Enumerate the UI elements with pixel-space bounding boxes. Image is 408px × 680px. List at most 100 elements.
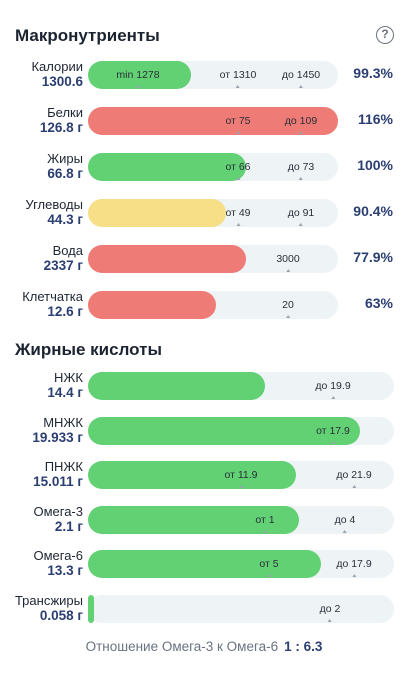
range-marker: до 4: [335, 506, 355, 534]
nutrient-name: Омега-3: [33, 503, 83, 519]
nutrient-row[interactable]: ПНЖК 15.011 г от 11.9 до 21.9: [0, 459, 408, 499]
range-marker: от 11.9: [225, 461, 258, 489]
nutrient-row[interactable]: Клетчатка 12.6 г 20 63%: [0, 289, 408, 329]
nutrient-row[interactable]: НЖК 14.4 г до 19.9: [0, 370, 408, 410]
nutrient-value: 44.3 г: [47, 212, 83, 227]
progress-track: до 2: [88, 594, 394, 623]
range-marker: до 21.9: [336, 461, 372, 489]
nutrient-name: МНЖК: [43, 414, 83, 430]
nutrient-name: Омега-6: [33, 548, 83, 563]
range-marker: до 17.9: [336, 550, 372, 578]
progress-track: от 66 до 73: [88, 153, 338, 181]
nutrient-row[interactable]: Углеводы 44.3 г от 49 до 91 90.4%: [0, 197, 408, 237]
nutrient-value: 19.933 г: [32, 429, 83, 445]
macros-title: Макронутриенты: [15, 26, 160, 45]
progress-fill: [88, 372, 265, 400]
range-marker: до 1450: [282, 61, 320, 89]
nutrient-row[interactable]: МНЖК 19.933 г от 17.9: [0, 415, 408, 455]
nutrient-label: Омега-3 2.1 г: [33, 504, 83, 535]
nutrient-label: Вода 2337 г: [44, 243, 83, 274]
nutrient-name: Углеводы: [25, 197, 83, 212]
percent-value: 90.4%: [353, 203, 393, 219]
range-marker: до 91: [288, 199, 314, 227]
range-marker: от 66: [225, 153, 251, 181]
nutrient-row[interactable]: Омега-6 13.3 г от 5 до 17.9: [0, 548, 408, 588]
range-marker: от 17.9: [316, 417, 350, 445]
progress-track: от 17.9: [88, 416, 394, 445]
nutrient-value: 13.3 г: [47, 563, 83, 578]
nutrient-value: 14.4 г: [47, 385, 83, 400]
range-marker: от 1: [255, 506, 275, 534]
range-marker: от 75: [225, 107, 251, 135]
nutrient-label: Клетчатка 12.6 г: [22, 289, 83, 320]
nutrient-name: Калории: [31, 59, 83, 74]
nutrient-name: Трансжиры: [14, 592, 83, 608]
nutrient-name: Жиры: [47, 151, 83, 166]
progress-track: min 1278 от 1310 до 1450: [88, 61, 338, 89]
progress-track: 3000: [88, 245, 338, 273]
progress-track: от 5 до 17.9: [88, 550, 394, 578]
nutrient-name: Клетчатка: [22, 289, 83, 304]
nutrient-name: ПНЖК: [44, 459, 83, 474]
nutrient-name: НЖК: [54, 370, 83, 385]
nutrient-row[interactable]: Жиры 66.8 г от 66 до 73 100%: [0, 151, 408, 191]
nutrient-label: Омега-6 13.3 г: [33, 548, 83, 579]
nutrient-label: Белки 126.8 г: [40, 105, 83, 136]
range-marker: до 109: [285, 107, 317, 135]
nutrient-name: Вода: [52, 243, 83, 258]
nutrient-label: ПНЖК 15.011 г: [33, 459, 83, 490]
range-marker: min 1278: [116, 61, 160, 89]
nutrient-value: 126.8 г: [39, 120, 83, 135]
omega-ratio: Отношение Омега-3 к Омега-6 1 : 6.3: [0, 639, 408, 654]
progress-fill: [88, 505, 299, 534]
percent-value: 116%: [357, 111, 393, 127]
nutrient-row[interactable]: Вода 2337 г 3000 77.9%: [0, 243, 408, 283]
progress-track: 20: [88, 291, 338, 319]
progress-track: от 49 до 91: [88, 199, 338, 227]
help-icon[interactable]: ?: [376, 26, 394, 44]
progress-fill: [88, 107, 338, 135]
progress-fill: [88, 199, 226, 227]
range-marker: до 73: [288, 153, 314, 181]
omega-ratio-value: 1 : 6.3: [284, 639, 323, 654]
progress-fill: [88, 245, 246, 273]
progress-fill: [88, 550, 321, 578]
percent-value: 100%: [357, 157, 393, 173]
nutrient-value: 2337 г: [43, 258, 83, 273]
nutrient-label: Калории 1300.6: [31, 59, 83, 90]
nutrient-label: МНЖК 19.933 г: [32, 415, 83, 446]
nutrient-row[interactable]: Калории 1300.6 min 1278 от 1310 до 1450 99.3%: [0, 59, 408, 99]
nutrient-row[interactable]: Белки 126.8 г от 75 до 109 116%: [0, 105, 408, 145]
nutrient-row[interactable]: Трансжиры 0.058 г до 2: [0, 593, 408, 633]
nutrient-value: 12.6 г: [47, 304, 83, 319]
progress-track: от 75 до 109: [88, 107, 338, 135]
nutrient-value: 0.058 г: [39, 607, 83, 623]
nutrient-label: Жиры 66.8 г: [47, 151, 83, 182]
range-marker: 20: [282, 291, 294, 319]
range-marker: до 19.9: [315, 372, 351, 400]
omega-ratio-label: Отношение Омега-3 к Омега-6: [85, 639, 279, 654]
nutrient-label: НЖК 14.4 г: [47, 370, 83, 401]
range-marker: 3000: [276, 245, 300, 273]
nutrient-value: 2.1 г: [54, 518, 83, 534]
percent-value: 99.3%: [353, 65, 393, 81]
fatty-acids-title: Жирные кислоты: [15, 340, 162, 359]
progress-fill: [88, 61, 191, 89]
progress-fill: [88, 153, 246, 181]
nutrient-value: 1300.6: [41, 74, 83, 89]
percent-value: 63%: [364, 295, 393, 311]
progress-fill: [88, 461, 296, 489]
range-marker: от 49: [225, 199, 251, 227]
progress-fill: [88, 594, 94, 623]
nutrient-row[interactable]: Омега-3 2.1 г от 1 до 4: [0, 504, 408, 544]
progress-track: от 1 до 4: [88, 505, 394, 534]
progress-fill: [88, 291, 216, 319]
range-marker: до 2: [320, 595, 340, 623]
range-marker: от 5: [259, 550, 279, 578]
progress-fill: [88, 416, 360, 445]
percent-value: 77.9%: [353, 249, 393, 265]
nutrient-value: 66.8 г: [47, 166, 83, 181]
nutrient-label: Трансжиры 0.058 г: [15, 593, 83, 624]
range-marker: от 1310: [220, 61, 256, 89]
progress-track: до 19.9: [88, 372, 394, 400]
